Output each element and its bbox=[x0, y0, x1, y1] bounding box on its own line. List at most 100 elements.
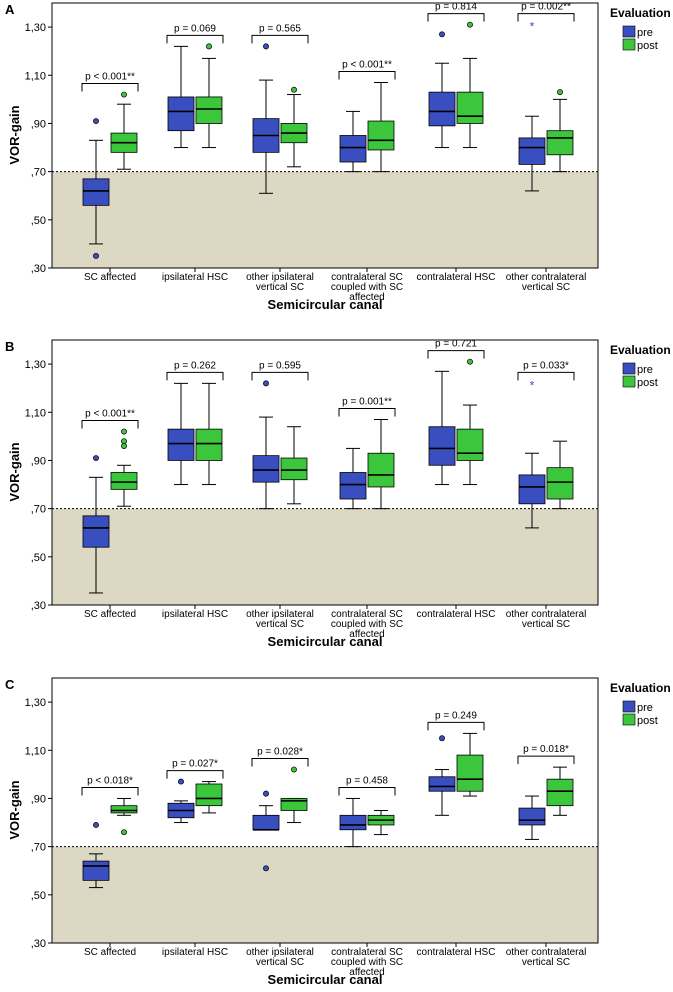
significance-bracket bbox=[517, 755, 575, 765]
iqr-box bbox=[339, 472, 367, 500]
iqr-box bbox=[280, 457, 308, 481]
category-label: vertical SC bbox=[522, 282, 570, 293]
box-post-2 bbox=[195, 382, 223, 486]
p-value-label: p < 0.001** bbox=[342, 60, 392, 71]
p-value-label: p = 0.028* bbox=[257, 747, 303, 758]
box-pre-4 bbox=[339, 797, 367, 848]
box-pre-3 bbox=[252, 43, 280, 194]
outlier-point bbox=[439, 735, 445, 742]
significance-bracket bbox=[81, 420, 139, 429]
legend-swatch-post bbox=[622, 375, 636, 388]
box-pre-1 bbox=[82, 455, 110, 594]
iqr-box bbox=[82, 178, 110, 206]
y-tick-label: 1,10 bbox=[25, 745, 46, 757]
category-label: vertical SC bbox=[256, 957, 304, 968]
outlier-point bbox=[206, 43, 212, 50]
p-value-label: p < 0.001** bbox=[85, 409, 135, 420]
box-pre-3 bbox=[252, 790, 280, 872]
category-label: vertical SC bbox=[256, 619, 304, 630]
legend-swatch-pre bbox=[622, 700, 636, 713]
category-label: ipsilateral HSC bbox=[162, 947, 228, 958]
iqr-box bbox=[518, 807, 546, 826]
box-post-3 bbox=[280, 86, 308, 168]
iqr-box bbox=[456, 754, 484, 792]
significance-bracket bbox=[166, 34, 224, 44]
outlier-point bbox=[121, 91, 127, 98]
panel-label: C bbox=[5, 677, 15, 692]
below-threshold-region bbox=[52, 171, 598, 268]
box-post-3 bbox=[280, 766, 308, 824]
p-value-label: p = 0.018* bbox=[523, 744, 569, 755]
iqr-box bbox=[252, 814, 280, 831]
legend-label-post: post bbox=[637, 40, 658, 52]
category-label: other contralateral bbox=[506, 609, 587, 620]
box-post-2 bbox=[195, 43, 223, 149]
legend-title: Evaluation bbox=[610, 343, 671, 357]
outlier-point bbox=[121, 443, 127, 449]
p-value-label: p = 0.033* bbox=[523, 360, 569, 371]
p-value-label: p = 0.027* bbox=[172, 759, 218, 770]
legend-title: Evaluation bbox=[610, 6, 671, 20]
p-value-label: p = 0.249 bbox=[435, 710, 477, 721]
x-axis-label: Semicircular canal bbox=[268, 297, 383, 312]
category-label: vertical SC bbox=[256, 282, 304, 293]
significance-bracket bbox=[81, 786, 139, 796]
legend-swatch-post bbox=[622, 38, 636, 51]
outlier-point bbox=[121, 829, 127, 836]
iqr-box bbox=[546, 778, 574, 807]
category-label: other ipsilateral bbox=[246, 947, 314, 958]
box-post-4 bbox=[367, 82, 395, 173]
extreme-outlier-star: * bbox=[530, 20, 535, 34]
iqr-box bbox=[195, 96, 223, 124]
iqr-box bbox=[110, 805, 138, 814]
significance-bracket bbox=[338, 408, 396, 417]
p-value-label: p = 0.458 bbox=[346, 775, 388, 786]
iqr-box bbox=[339, 135, 367, 163]
category-label: affected bbox=[349, 967, 384, 978]
y-axis-label: VOR-gain bbox=[7, 442, 22, 501]
box-post-5 bbox=[456, 732, 484, 797]
p-value-label: p = 0.262 bbox=[174, 360, 216, 371]
significance-bracket bbox=[251, 758, 309, 767]
y-tick-label: ,30 bbox=[31, 600, 46, 612]
below-threshold-region bbox=[52, 846, 598, 943]
legend-label-pre: pre bbox=[637, 27, 653, 39]
p-value-label: p = 0.814 bbox=[435, 2, 477, 13]
p-value-label: p = 0.002** bbox=[521, 2, 571, 13]
significance-bracket bbox=[338, 71, 396, 80]
outlier-point bbox=[263, 790, 269, 797]
box-pre-3 bbox=[252, 380, 280, 510]
p-value-label: p < 0.001** bbox=[85, 72, 135, 83]
iqr-box bbox=[428, 426, 456, 466]
below-threshold-region bbox=[52, 508, 598, 605]
category-label: contralateral SC bbox=[331, 947, 403, 958]
iqr-box bbox=[367, 452, 395, 488]
y-tick-label: ,90 bbox=[31, 793, 46, 805]
category-label: other ipsilateral bbox=[246, 272, 314, 283]
iqr-box bbox=[167, 428, 195, 461]
significance-bracket bbox=[338, 786, 396, 796]
category-label: contralateral HSC bbox=[417, 609, 496, 620]
box-post-3 bbox=[280, 426, 308, 505]
significance-bracket bbox=[427, 13, 485, 22]
iqr-box bbox=[546, 467, 574, 500]
box-pre-2 bbox=[167, 382, 195, 486]
category-label: coupled with SC bbox=[331, 957, 403, 968]
box-post-1 bbox=[110, 797, 138, 836]
outlier-point bbox=[121, 428, 127, 435]
iqr-box bbox=[82, 515, 110, 548]
category-label: other ipsilateral bbox=[246, 609, 314, 620]
y-tick-label: ,90 bbox=[31, 455, 46, 467]
box-post-5 bbox=[456, 358, 484, 486]
category-label: contralateral SC bbox=[331, 609, 403, 620]
box-pre-5 bbox=[428, 735, 456, 816]
category-label: ipsilateral HSC bbox=[162, 272, 228, 283]
box-post-6 bbox=[546, 89, 574, 173]
panel-label: A bbox=[5, 2, 15, 17]
category-label: SC affected bbox=[84, 609, 136, 620]
y-tick-label: ,30 bbox=[31, 263, 46, 275]
outlier-point bbox=[467, 358, 473, 365]
iqr-box bbox=[518, 474, 546, 505]
category-label: vertical SC bbox=[522, 957, 570, 968]
